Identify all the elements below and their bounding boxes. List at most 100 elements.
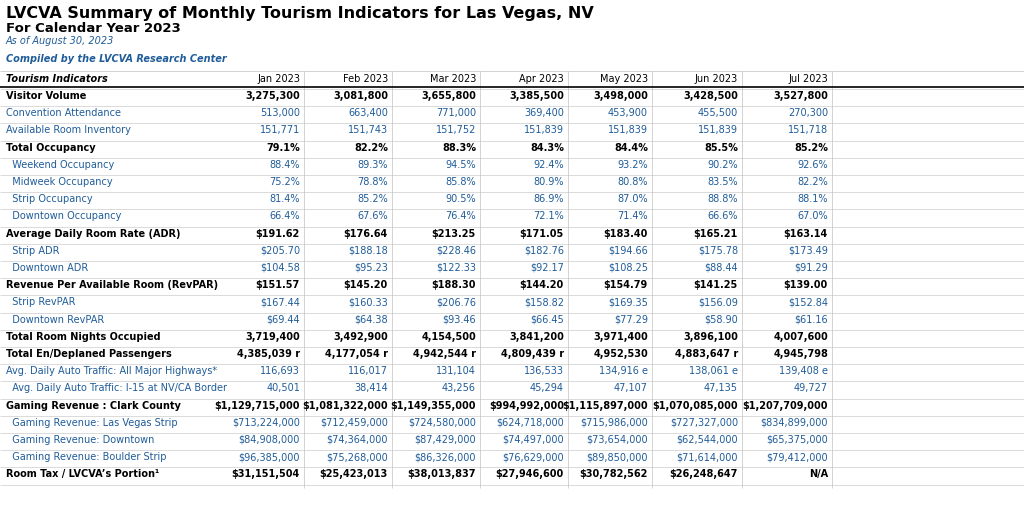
Text: $95.23: $95.23 [354,263,388,272]
Text: 3,428,500: 3,428,500 [683,91,738,101]
Text: 89.3%: 89.3% [357,159,388,169]
Text: Gaming Revenue : Clark County: Gaming Revenue : Clark County [6,400,181,410]
Text: 3,655,800: 3,655,800 [421,91,476,101]
Text: 86.9%: 86.9% [534,194,564,204]
Text: Avg. Daily Auto Traffic: All Major Highways*: Avg. Daily Auto Traffic: All Major Highw… [6,365,217,376]
Text: Downtown ADR: Downtown ADR [6,263,88,272]
Text: $1,149,355,000: $1,149,355,000 [390,400,476,410]
Text: $66.45: $66.45 [530,314,564,324]
Text: $91.29: $91.29 [795,263,828,272]
Text: $152.84: $152.84 [788,297,828,307]
Text: 66.4%: 66.4% [269,211,300,221]
Text: $108.25: $108.25 [608,263,648,272]
Text: 151,839: 151,839 [608,125,648,135]
Text: $1,070,085,000: $1,070,085,000 [652,400,738,410]
Text: 71.4%: 71.4% [617,211,648,221]
Text: Jul 2023: Jul 2023 [788,74,828,84]
Text: 116,693: 116,693 [260,365,300,376]
Text: $724,580,000: $724,580,000 [409,417,476,427]
Text: 151,718: 151,718 [787,125,828,135]
Text: 92.6%: 92.6% [798,159,828,169]
Text: 88.4%: 88.4% [269,159,300,169]
Text: 93.2%: 93.2% [617,159,648,169]
Text: $75,268,000: $75,268,000 [327,451,388,461]
Text: $74,364,000: $74,364,000 [327,434,388,444]
Text: 83.5%: 83.5% [708,177,738,187]
Text: $165.21: $165.21 [693,228,738,238]
Text: Jun 2023: Jun 2023 [694,74,738,84]
Text: 76.4%: 76.4% [445,211,476,221]
Text: Total Occupancy: Total Occupancy [6,143,95,152]
Text: $188.18: $188.18 [348,245,388,256]
Text: Jan 2023: Jan 2023 [257,74,300,84]
Text: $27,946,600: $27,946,600 [496,468,564,478]
Text: $79,412,000: $79,412,000 [766,451,828,461]
Text: 88.3%: 88.3% [442,143,476,152]
Text: $182.76: $182.76 [524,245,564,256]
Text: 87.0%: 87.0% [617,194,648,204]
Text: $58.90: $58.90 [705,314,738,324]
Text: Strip ADR: Strip ADR [6,245,59,256]
Text: $194.66: $194.66 [608,245,648,256]
Text: 49,727: 49,727 [794,383,828,392]
Text: $92.17: $92.17 [530,263,564,272]
Text: 369,400: 369,400 [524,108,564,118]
Text: 4,945,798: 4,945,798 [773,348,828,358]
Text: 4,809,439 r: 4,809,439 r [501,348,564,358]
Text: 38,414: 38,414 [354,383,388,392]
Text: 3,385,500: 3,385,500 [509,91,564,101]
Text: 3,492,900: 3,492,900 [333,331,388,341]
Text: 4,177,054 r: 4,177,054 r [325,348,388,358]
Text: 3,971,400: 3,971,400 [593,331,648,341]
Text: Avg. Daily Auto Traffic: I-15 at NV/CA Border: Avg. Daily Auto Traffic: I-15 at NV/CA B… [6,383,227,392]
Text: $151.57: $151.57 [256,279,300,290]
Text: LVCVA Summary of Monthly Tourism Indicators for Las Vegas, NV: LVCVA Summary of Monthly Tourism Indicat… [6,6,594,21]
Text: 3,527,800: 3,527,800 [773,91,828,101]
Text: $175.78: $175.78 [698,245,738,256]
Text: May 2023: May 2023 [600,74,648,84]
Text: $139.00: $139.00 [783,279,828,290]
Text: $994,992,000: $994,992,000 [489,400,564,410]
Text: 116,017: 116,017 [348,365,388,376]
Text: Gaming Revenue: Downtown: Gaming Revenue: Downtown [6,434,155,444]
Text: 66.6%: 66.6% [708,211,738,221]
Text: $154.79: $154.79 [604,279,648,290]
Text: $1,115,897,000: $1,115,897,000 [562,400,648,410]
Text: 3,841,200: 3,841,200 [509,331,564,341]
Text: 131,104: 131,104 [436,365,476,376]
Text: $163.14: $163.14 [783,228,828,238]
Text: 4,942,544 r: 4,942,544 r [413,348,476,358]
Text: 136,533: 136,533 [524,365,564,376]
Text: $93.46: $93.46 [442,314,476,324]
Text: $104.58: $104.58 [260,263,300,272]
Text: $173.49: $173.49 [788,245,828,256]
Text: 90.5%: 90.5% [445,194,476,204]
Text: Strip Occupancy: Strip Occupancy [6,194,92,204]
Text: For Calendar Year 2023: For Calendar Year 2023 [6,22,181,35]
Text: $144.20: $144.20 [520,279,564,290]
Text: $74,497,000: $74,497,000 [503,434,564,444]
Text: Apr 2023: Apr 2023 [519,74,564,84]
Text: 771,000: 771,000 [436,108,476,118]
Text: $160.33: $160.33 [348,297,388,307]
Text: $84,908,000: $84,908,000 [239,434,300,444]
Text: $62,544,000: $62,544,000 [677,434,738,444]
Text: $69.44: $69.44 [266,314,300,324]
Text: 134,916 e: 134,916 e [599,365,648,376]
Text: $87,429,000: $87,429,000 [415,434,476,444]
Text: 47,107: 47,107 [614,383,648,392]
Text: $122.33: $122.33 [436,263,476,272]
Text: 84.3%: 84.3% [530,143,564,152]
Text: $713,224,000: $713,224,000 [232,417,300,427]
Text: $96,385,000: $96,385,000 [239,451,300,461]
Text: 72.1%: 72.1% [534,211,564,221]
Text: As of August 30, 2023: As of August 30, 2023 [6,36,115,46]
Text: 94.5%: 94.5% [445,159,476,169]
Text: $188.30: $188.30 [431,279,476,290]
Text: $712,459,000: $712,459,000 [321,417,388,427]
Text: 85.5%: 85.5% [705,143,738,152]
Text: Mar 2023: Mar 2023 [430,74,476,84]
Text: 151,839: 151,839 [698,125,738,135]
Text: 90.2%: 90.2% [708,159,738,169]
Text: Total Room Nights Occupied: Total Room Nights Occupied [6,331,161,341]
